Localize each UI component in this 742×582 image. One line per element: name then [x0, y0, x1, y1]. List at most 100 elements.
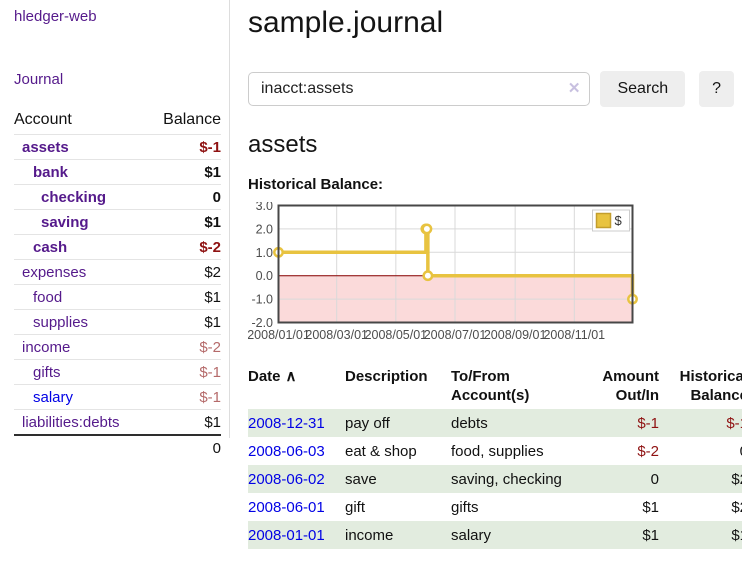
- x-axis-tick-label: 2008/09/01: [484, 328, 547, 342]
- account-balance: $-2: [147, 334, 221, 360]
- account-row: cash $-2: [14, 234, 221, 260]
- x-axis-tick-label: 2008/01/01: [248, 328, 310, 342]
- sidebar: hledger-web Journal Account Balance asse…: [0, 0, 230, 461]
- account-row: assets $-1: [14, 134, 221, 160]
- plot-border: [277, 204, 634, 324]
- account-row: income $-2: [14, 334, 221, 360]
- transaction-date-cell: 2008-06-03: [248, 437, 345, 465]
- main-content: sample.journal ✕ Search ? assets Histori…: [247, 0, 742, 549]
- account-link[interactable]: bank: [33, 163, 69, 181]
- x-axis-tick-label: 2008/05/01: [365, 328, 428, 342]
- accounts-table: Account Balance assets $-1 bank $1 checking 0…: [14, 109, 221, 461]
- sidebar-item-journal[interactable]: Journal: [14, 71, 64, 88]
- transaction-date-link[interactable]: 2008-06-03: [248, 442, 325, 460]
- account-balance: $1: [147, 309, 221, 335]
- accounts-header-account: Account: [14, 111, 72, 128]
- account-link[interactable]: saving: [41, 213, 89, 231]
- y-axis-tick-label: 0.0: [256, 269, 273, 283]
- transaction-date-cell: 2008-06-01: [248, 493, 345, 521]
- search-input[interactable]: [248, 72, 591, 106]
- account-link[interactable]: checking: [41, 188, 107, 206]
- register-header-description: Description: [345, 368, 428, 385]
- transaction-row: 2008-06-02 save saving, checking 0 $2: [248, 465, 742, 493]
- register-header-amount: Amount Out/In: [602, 368, 659, 404]
- account-heading: assets: [248, 131, 318, 158]
- transaction-date-link[interactable]: 2008-06-02: [248, 470, 325, 488]
- clear-search-icon[interactable]: ✕: [567, 80, 581, 97]
- balance-chart-svg: $3.0 2.0 1.0 0.0 -1.0 -2.02008/01/012008/03/0…: [247, 199, 638, 342]
- account-balance: $1: [147, 209, 221, 235]
- account-link[interactable]: cash: [33, 238, 68, 256]
- transaction-accounts: saving, checking: [451, 470, 562, 488]
- x-axis-tick-label: 2008/03/01: [305, 328, 368, 342]
- account-link[interactable]: liabilities:debts: [22, 413, 120, 431]
- x-axis-tick-label: 2008/11/01: [543, 328, 605, 342]
- page-title: sample.journal: [248, 6, 444, 39]
- transaction-amount: $-1: [637, 414, 659, 432]
- account-row: liabilities:debts $1: [14, 409, 221, 435]
- transaction-balance: $2: [731, 470, 742, 488]
- search-form: ✕ Search ?: [248, 71, 734, 107]
- account-balance: $1: [147, 159, 221, 185]
- account-balance: $-1: [147, 384, 221, 410]
- transaction-row: 2008-01-01 income salary $1 $1: [248, 521, 742, 549]
- y-axis-tick-label: -1.0: [251, 293, 273, 307]
- account-row: bank $1: [14, 159, 221, 185]
- accounts-total-balance: 0: [147, 434, 221, 461]
- transaction-date-link[interactable]: 2008-01-01: [248, 526, 325, 544]
- balance-chart: $3.0 2.0 1.0 0.0 -1.0 -2.0 2008/01/01 2008/03/0…: [247, 199, 638, 347]
- transaction-date-cell: 2008-12-31: [248, 409, 345, 437]
- register-header-date[interactable]: Date ∧: [248, 368, 297, 385]
- account-link[interactable]: food: [33, 288, 63, 306]
- account-link[interactable]: salary: [33, 388, 74, 406]
- accounts-total-row: 0: [14, 434, 221, 461]
- sort-asc-icon: ∧: [285, 368, 297, 385]
- transaction-accounts: food, supplies: [451, 442, 544, 460]
- account-row: gifts $-1: [14, 359, 221, 385]
- transaction-balance: 0: [659, 437, 742, 465]
- legend-label: $: [615, 213, 623, 228]
- y-axis-tick-label: 1.0: [256, 246, 273, 260]
- account-balance: $-2: [147, 234, 221, 260]
- transaction-accounts: gifts: [451, 498, 479, 516]
- transaction-date-cell: 2008-01-01: [248, 521, 345, 549]
- app-title-link[interactable]: hledger-web: [14, 8, 97, 25]
- account-balance: $-1: [147, 359, 221, 385]
- transaction-amount: $1: [642, 498, 659, 516]
- legend-swatch: [595, 212, 612, 229]
- transaction-description: save: [345, 470, 377, 488]
- account-balance: $2: [147, 259, 221, 285]
- transaction-date-link[interactable]: 2008-06-01: [248, 498, 325, 516]
- y-axis-tick-label: 2.0: [256, 222, 273, 236]
- account-balance: $-1: [147, 134, 221, 160]
- account-balance: $1: [147, 409, 221, 435]
- transaction-amount: $1: [642, 526, 659, 544]
- account-row: saving $1: [14, 209, 221, 235]
- transaction-description: pay off: [345, 414, 390, 432]
- data-point-marker: [422, 270, 434, 282]
- transaction-balance: $-1: [726, 414, 742, 432]
- register-header-accounts: To/From Account(s): [451, 368, 530, 404]
- y-axis-tick-label: 3.0: [256, 202, 273, 213]
- account-balance: 0: [147, 184, 221, 210]
- help-button[interactable]: ?: [699, 71, 734, 107]
- account-link[interactable]: expenses: [22, 263, 87, 281]
- transaction-description: income: [345, 526, 394, 544]
- transaction-row: 2008-06-01 gift gifts $1 $2: [248, 493, 742, 521]
- account-link[interactable]: income: [22, 338, 71, 356]
- transaction-description: gift: [345, 498, 366, 516]
- account-row: supplies $1: [14, 309, 221, 335]
- account-link[interactable]: assets: [22, 138, 69, 156]
- x-axis-tick-label: 2008/07/01: [424, 328, 487, 342]
- transaction-date-link[interactable]: 2008-12-31: [248, 414, 325, 432]
- account-link[interactable]: supplies: [33, 313, 89, 331]
- search-button[interactable]: Search: [600, 71, 686, 107]
- account-link[interactable]: gifts: [33, 363, 61, 381]
- transaction-date-cell: 2008-06-02: [248, 465, 345, 493]
- transaction-row: 2008-12-31 pay off debts $-1 $-1: [248, 409, 742, 437]
- register-header-balance: Historical Balance: [679, 368, 742, 404]
- transaction-balance: $1: [731, 526, 742, 544]
- account-row: checking 0: [14, 184, 221, 210]
- transaction-balance: $2: [731, 498, 742, 516]
- transaction-description: eat & shop: [345, 442, 417, 460]
